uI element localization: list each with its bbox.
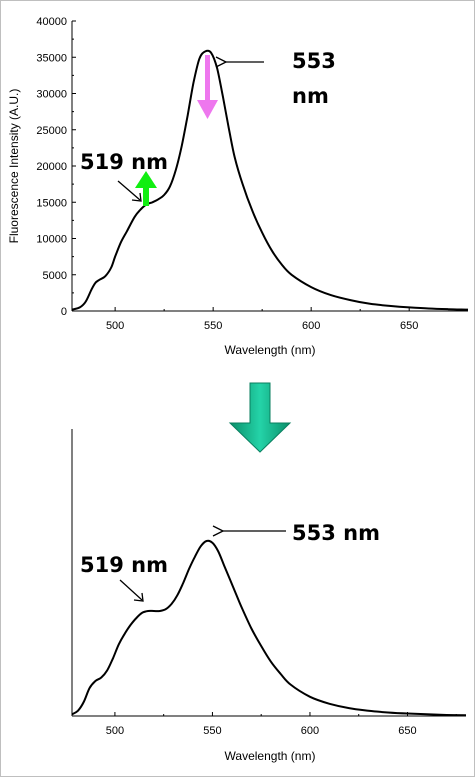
top-y-tick-label: 15000 <box>36 197 67 209</box>
bottom-peak-label: 553 nm <box>292 521 380 545</box>
bottom-x-tick-label: 550 <box>203 725 221 737</box>
bottom-spectrum-line <box>71 539 467 717</box>
intensity-decrease-arrow <box>197 55 218 119</box>
top-x-ticks: 500 550 600 650 <box>106 307 459 332</box>
top-y-tick-label: 10000 <box>36 234 67 246</box>
bottom-shoulder-label: 519 nm <box>80 553 168 577</box>
top-x-tick-label: 650 <box>400 320 418 332</box>
top-peak-label-line1: 553 <box>292 49 336 73</box>
bottom-x-tick-label: 650 <box>398 725 416 737</box>
bottom-x-axis-title: Wavelength (nm) <box>225 749 316 763</box>
top-x-tick-label: 600 <box>302 320 320 332</box>
top-y-tick-label: 20000 <box>36 161 67 173</box>
top-y-tick-label: 0 <box>61 306 67 318</box>
bottom-x-tick-label: 500 <box>106 725 124 737</box>
top-y-tick-label: 5000 <box>43 270 67 282</box>
top-peak-label-line2: nm <box>292 84 329 108</box>
top-x-axis-title: Wavelength (nm) <box>225 343 316 357</box>
top-y-ticks: 0 5000 10000 15000 20000 25000 30000 35000 40000 <box>36 16 76 318</box>
top-y-tick-label: 40000 <box>36 16 67 28</box>
bottom-chart: 500 550 600 650 Wavelength (nm) 553 nm 519 … <box>71 429 467 763</box>
transition-down-arrow <box>228 382 292 453</box>
bottom-shoulder-pointer-head <box>133 592 144 602</box>
top-y-tick-label: 35000 <box>36 52 67 64</box>
top-shoulder-label: 519 nm <box>80 150 168 174</box>
bottom-x-ticks: 500 550 600 650 <box>106 712 457 737</box>
bottom-shoulder-pointer-arrow <box>119 579 143 601</box>
top-x-tick-label: 500 <box>106 320 124 332</box>
intensity-increase-arrow <box>135 171 157 206</box>
top-x-tick-label: 550 <box>204 320 222 332</box>
top-chart: 0 5000 10000 15000 20000 25000 30000 35000 40000… <box>7 16 469 357</box>
top-y-tick-label: 30000 <box>36 89 67 101</box>
top-y-tick-label: 25000 <box>36 125 67 137</box>
top-spectrum-line <box>71 49 469 311</box>
top-shoulder-pointer-head <box>131 192 142 202</box>
bottom-x-tick-label: 600 <box>301 725 319 737</box>
top-shoulder-pointer-arrow <box>117 180 141 201</box>
top-y-axis-title: Fluorescence Intensity (A.U.) <box>7 89 21 244</box>
